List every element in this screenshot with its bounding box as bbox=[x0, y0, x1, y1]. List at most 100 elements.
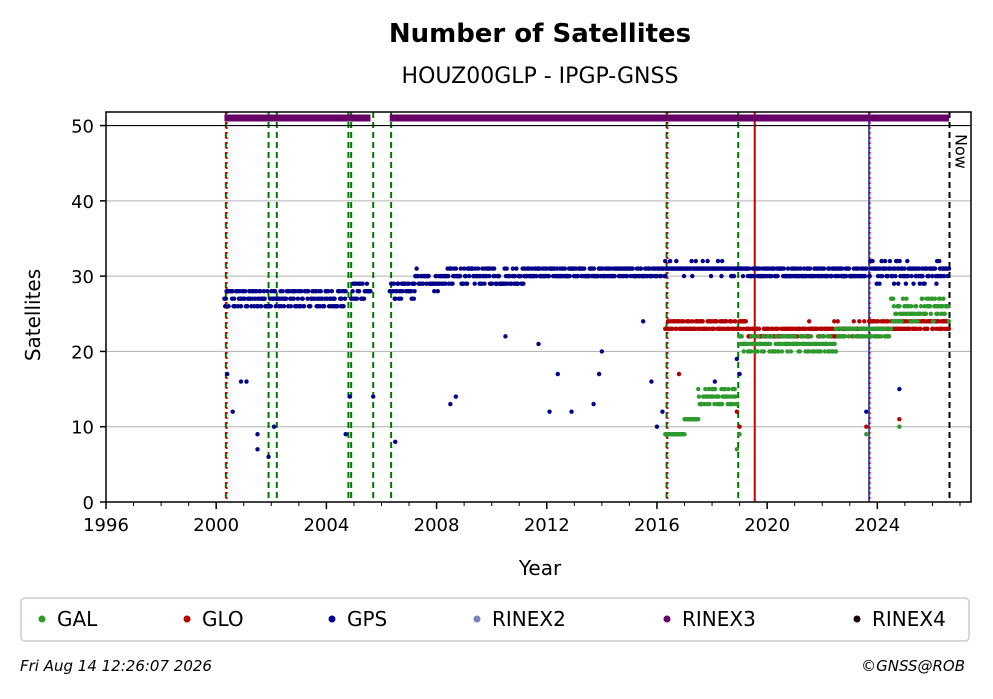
data-point bbox=[457, 273, 463, 279]
data-point bbox=[774, 334, 779, 339]
data-point bbox=[682, 432, 687, 437]
data-point bbox=[716, 394, 721, 399]
data-point bbox=[255, 432, 260, 437]
footer-copyright: ©GNSS@ROB bbox=[861, 657, 965, 675]
data-point bbox=[792, 334, 798, 339]
data-point bbox=[258, 304, 264, 309]
data-point bbox=[408, 288, 414, 294]
data-point bbox=[654, 424, 660, 429]
plot-frame bbox=[105, 111, 972, 503]
data-point bbox=[487, 273, 492, 279]
data-point bbox=[832, 341, 837, 347]
data-point bbox=[700, 258, 705, 264]
data-point bbox=[884, 326, 889, 332]
data-point bbox=[299, 288, 304, 294]
data-point bbox=[741, 349, 746, 354]
data-point bbox=[420, 281, 426, 286]
data-point bbox=[371, 394, 376, 399]
data-point bbox=[879, 258, 884, 264]
data-point bbox=[751, 273, 757, 279]
data-point bbox=[761, 349, 767, 354]
data-point bbox=[818, 349, 823, 354]
data-point bbox=[321, 304, 327, 309]
data-point bbox=[711, 326, 717, 332]
data-point bbox=[937, 296, 943, 301]
data-point bbox=[740, 273, 746, 279]
data-point bbox=[339, 296, 344, 301]
data-point bbox=[412, 281, 417, 286]
data-point bbox=[514, 266, 519, 271]
data-point bbox=[462, 266, 467, 271]
data-point bbox=[396, 281, 401, 286]
data-point bbox=[896, 281, 901, 286]
data-point bbox=[822, 349, 828, 354]
data-point bbox=[734, 447, 740, 452]
data-point bbox=[788, 349, 794, 354]
data-point bbox=[875, 319, 881, 324]
data-point bbox=[244, 379, 249, 384]
y-tick-label: 20 bbox=[71, 342, 94, 363]
data-point bbox=[332, 296, 337, 301]
data-point bbox=[693, 258, 698, 264]
data-point bbox=[575, 273, 581, 279]
data-point bbox=[393, 439, 398, 444]
data-point bbox=[242, 296, 247, 301]
data-point bbox=[918, 326, 923, 332]
data-point bbox=[496, 273, 502, 279]
data-point bbox=[862, 273, 868, 279]
data-point bbox=[364, 281, 370, 286]
data-point bbox=[767, 341, 773, 347]
data-point bbox=[640, 319, 646, 324]
data-point bbox=[238, 304, 244, 309]
now-label: Now bbox=[952, 134, 971, 169]
data-point bbox=[230, 288, 235, 294]
data-point bbox=[756, 334, 761, 339]
data-point bbox=[737, 424, 742, 429]
data-point bbox=[295, 296, 301, 301]
data-point bbox=[927, 304, 933, 309]
data-point bbox=[569, 409, 574, 414]
data-point bbox=[800, 334, 805, 339]
data-point bbox=[743, 319, 748, 324]
data-point bbox=[897, 304, 902, 309]
data-point bbox=[712, 379, 718, 384]
data-point bbox=[638, 266, 644, 271]
data-point bbox=[923, 311, 929, 316]
data-point bbox=[696, 394, 702, 399]
legend-item: GAL bbox=[38, 607, 98, 631]
data-point bbox=[806, 349, 812, 354]
data-point bbox=[696, 386, 701, 392]
data-point bbox=[243, 288, 248, 294]
data-point bbox=[917, 281, 922, 286]
legend-marker bbox=[183, 615, 191, 623]
data-point bbox=[515, 281, 520, 286]
data-point bbox=[911, 281, 916, 286]
data-point bbox=[281, 304, 287, 309]
y-tick-label: 30 bbox=[71, 267, 94, 288]
data-point bbox=[503, 334, 508, 339]
data-point bbox=[398, 296, 404, 301]
x-tick-label: 2024 bbox=[854, 515, 900, 536]
data-point bbox=[463, 273, 468, 279]
data-point bbox=[840, 326, 845, 332]
data-point bbox=[301, 304, 307, 309]
data-point bbox=[223, 296, 229, 301]
data-point bbox=[882, 258, 888, 264]
data-point bbox=[669, 326, 675, 332]
data-point bbox=[343, 432, 348, 437]
data-point bbox=[867, 273, 872, 279]
data-point bbox=[897, 386, 902, 392]
data-point bbox=[482, 281, 487, 286]
data-point bbox=[368, 288, 373, 294]
data-point bbox=[703, 386, 708, 392]
data-point bbox=[280, 288, 285, 294]
data-point bbox=[887, 258, 893, 264]
data-point bbox=[225, 371, 230, 377]
y-tick-label: 50 bbox=[71, 117, 94, 138]
data-point bbox=[846, 266, 852, 271]
data-point bbox=[897, 424, 902, 429]
data-point bbox=[354, 296, 360, 301]
data-point bbox=[891, 304, 897, 309]
data-point bbox=[932, 266, 938, 271]
